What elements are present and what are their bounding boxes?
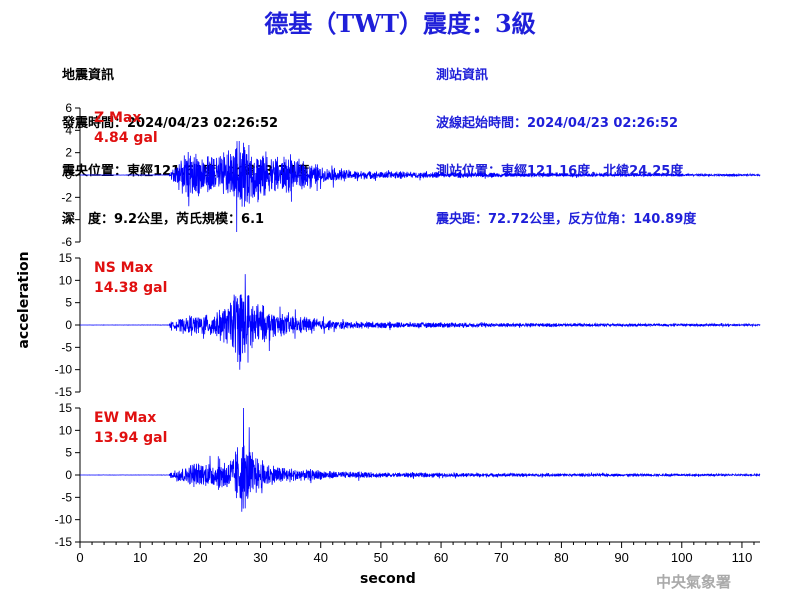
ew-y-tick-label: -10: [55, 513, 73, 527]
earthquake-info-heading: 地震資訊: [62, 68, 115, 83]
ew-waveform-series: [80, 407, 761, 512]
ew-max-label: EW Max 13.94 gal: [94, 408, 167, 448]
ns-y-tick-label: -15: [55, 385, 73, 399]
x-axis-label: second: [360, 571, 416, 587]
z-y-tick-label: 4: [65, 123, 72, 137]
z-max-title: Z Max: [94, 110, 142, 126]
agency-watermark: 中央氣象署: [656, 573, 732, 591]
z-max-value: 4.84 gal: [94, 130, 158, 146]
x-tick-label: 80: [554, 550, 568, 565]
x-tick-label: 0: [76, 550, 83, 565]
x-tick-label: 10: [133, 550, 147, 565]
ns-y-tick-label: -5: [61, 340, 72, 354]
x-tick-label: 40: [313, 550, 327, 565]
z-waveform-series: [80, 140, 761, 233]
z-y-tick-label: -6: [61, 235, 72, 249]
ns-max-value: 14.38 gal: [94, 280, 168, 296]
x-tick-label: 70: [494, 550, 508, 565]
page-title: 德基（TWT）震度：3級: [264, 9, 536, 38]
x-tick-label: 90: [614, 550, 628, 565]
ew-max-title: EW Max: [94, 410, 157, 426]
ns-max-label: NS Max 14.38 gal: [94, 258, 167, 298]
ns-y-tick-label: -10: [55, 363, 73, 377]
z-y-tick-label: -4: [61, 213, 72, 227]
x-tick-label: 110: [732, 550, 753, 565]
ns-y-tick-label: 15: [59, 251, 73, 265]
ew-y-tick-label: -5: [61, 490, 72, 504]
z-y-tick-label: 6: [65, 101, 72, 115]
x-tick-label: 20: [193, 550, 207, 565]
station-info: 測站資訊 波線起始時間：2024/04/23 02:26:52 測站位置：東經1…: [436, 36, 696, 244]
ns-y-tick-label: 10: [59, 273, 73, 287]
ns-max-title: NS Max: [94, 260, 154, 276]
ns-y-tick-label: 5: [65, 296, 72, 310]
x-tick-label: 30: [253, 550, 267, 565]
ew-y-tick-label: 10: [59, 423, 73, 437]
z-y-tick-label: 2: [65, 146, 72, 160]
ew-y-tick-label: 15: [59, 401, 73, 415]
y-axis-label: acceleration: [16, 251, 32, 349]
ew-max-value: 13.94 gal: [94, 430, 168, 446]
ew-y-tick-label: 5: [65, 446, 72, 460]
depth-magnitude: 深 度：9.2公里，芮氏規模：6.1: [62, 212, 265, 227]
x-tick-label: 100: [671, 550, 693, 565]
ew-y-tick-label: 0: [65, 468, 72, 482]
x-tick-label: 50: [374, 550, 388, 565]
epicentral-distance: 震央距：72.72公里，反方位角：140.89度: [436, 212, 697, 227]
origin-time: 發震時間：2024/04/23 02:26:52: [62, 116, 279, 131]
waveform-start-time: 波線起始時間：2024/04/23 02:26:52: [436, 116, 679, 131]
station-info-heading: 測站資訊: [436, 68, 489, 83]
ns-waveform-series: [80, 274, 761, 370]
x-tick-label: 60: [434, 550, 448, 565]
z-y-tick-label: -2: [61, 190, 72, 204]
ew-y-tick-label: -15: [55, 535, 73, 549]
z-max-label: Z Max 4.84 gal: [94, 108, 158, 148]
z-y-tick-label: 0: [65, 168, 72, 182]
ns-y-tick-label: 0: [65, 318, 72, 332]
